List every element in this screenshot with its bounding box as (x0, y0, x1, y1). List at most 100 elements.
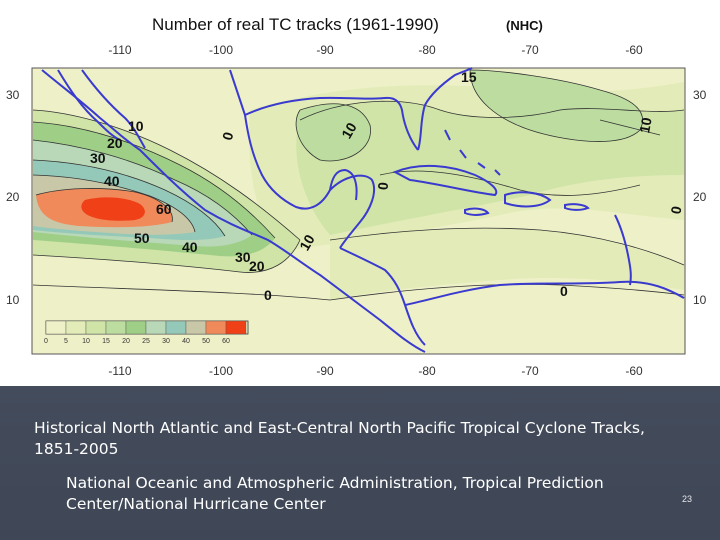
legend-swatch (145, 320, 167, 335)
map-title: Number of real TC tracks (1961-1990) (152, 15, 439, 34)
contour-line (32, 283, 685, 301)
lon-tick: -90 (316, 364, 334, 378)
map-panel: Number of real TC tracks (1961-1990) (NH… (0, 0, 720, 386)
contour-label: 10 (296, 232, 318, 254)
lat-axis-left: 30 20 10 (6, 88, 20, 307)
contour-line (599, 119, 661, 136)
gulf-core (296, 103, 371, 161)
lat-tick: 20 (6, 190, 20, 204)
lat-tick: 30 (6, 88, 20, 102)
legend-swatch (85, 320, 107, 335)
contour-label: 40 (182, 239, 198, 255)
color-legend: 0 5 10 15 20 25 30 40 50 60 (44, 320, 249, 345)
coastlines (41, 67, 685, 353)
contour-label: 0 (375, 181, 392, 190)
lon-tick: -110 (108, 364, 131, 378)
contour-line (32, 159, 226, 237)
contour-label: 10 (128, 118, 144, 134)
tc-track-density-map: Number of real TC tracks (1961-1990) (NH… (6, 15, 707, 378)
contour-label: 60 (156, 201, 172, 217)
lat-tick: 10 (6, 293, 20, 307)
contour-line (329, 227, 685, 266)
contour-label: 20 (249, 258, 265, 274)
lon-tick: -110 (108, 43, 131, 57)
usa-gulf-coast (244, 96, 419, 151)
contour-label: 20 (107, 135, 123, 151)
legend-tick: 10 (82, 338, 90, 345)
contour-line (32, 109, 301, 241)
atlantic-core (470, 70, 643, 142)
contour-line (32, 239, 301, 273)
contour-label: 0 (667, 205, 684, 216)
central-america-coast (339, 247, 426, 346)
cuba (392, 164, 498, 197)
legend-swatches (45, 320, 247, 335)
legend-ticks: 0 5 10 15 20 25 30 40 50 60 (44, 338, 230, 345)
density-fill (33, 70, 684, 300)
contour-label: 0 (560, 283, 568, 299)
legend-tick: 40 (182, 338, 190, 345)
yucatan (329, 174, 376, 249)
contour-label: 10 (636, 116, 654, 134)
legend-swatch (225, 320, 247, 335)
south-america-coast (404, 280, 685, 306)
caribbean-band (330, 228, 684, 300)
legend-tick: 60 (222, 338, 230, 345)
legend-tick: 20 (122, 338, 130, 345)
map-source-tag: (NHC) (506, 18, 543, 33)
bahamas (444, 129, 501, 176)
legend-swatch (45, 320, 67, 335)
baja-peninsula (57, 69, 121, 141)
contour-label: 40 (104, 173, 120, 189)
florida-east-coast (417, 67, 473, 151)
pacific-coast (41, 69, 426, 353)
lat-tick: 20 (693, 190, 707, 204)
legend-swatch (125, 320, 147, 335)
lon-tick: -80 (418, 43, 436, 57)
lon-tick: -70 (521, 43, 539, 57)
lon-tick: -80 (418, 364, 436, 378)
contour-line (32, 139, 253, 236)
contour-line (35, 188, 173, 223)
slide-caption: Historical North Atlantic and East-Centr… (34, 419, 645, 458)
pacific-band-7 (81, 197, 145, 221)
contour-label: 30 (235, 249, 251, 265)
lon-axis-top: -110 -100 -90 -80 -70 -60 (108, 43, 643, 57)
lon-tick: -60 (625, 43, 643, 57)
legend-swatch (105, 320, 127, 335)
lon-tick: -90 (316, 43, 334, 57)
lon-tick: -100 (209, 364, 233, 378)
lon-tick: -60 (625, 364, 643, 378)
hispaniola (504, 191, 552, 208)
legend-tick: 0 (44, 338, 48, 345)
lon-axis-bottom: -110 -100 -90 -80 -70 -60 (108, 364, 643, 378)
legend-swatch (165, 320, 187, 335)
contour-label: 0 (264, 287, 272, 303)
legend-tick: 25 (142, 338, 150, 345)
gulf-of-california (81, 69, 146, 149)
lat-tick: 10 (693, 293, 707, 307)
contour-label: 30 (90, 150, 106, 166)
contour-label: 0 (219, 130, 237, 142)
legend-tick: 5 (64, 338, 68, 345)
lon-tick: -70 (521, 364, 539, 378)
contour-line (295, 103, 371, 162)
legend-tick: 30 (162, 338, 170, 345)
contour-label: 10 (338, 120, 360, 142)
contour-line (32, 174, 196, 233)
contour-line (32, 121, 276, 239)
legend-swatch (185, 320, 207, 335)
page-number: 23 (681, 494, 692, 504)
legend-tick: 50 (202, 338, 210, 345)
contour-line (299, 100, 685, 121)
contour-lines (32, 69, 685, 301)
legend-swatch (205, 320, 227, 335)
contour-line (379, 170, 641, 196)
contour-label-group: 15 10 20 30 40 60 50 40 30 20 0 10 10 0 … (90, 69, 685, 303)
slide-source: National Oceanic and Atmospheric Adminis… (66, 474, 604, 513)
legend-swatch (65, 320, 87, 335)
lat-tick: 30 (693, 88, 707, 102)
legend-tick: 15 (102, 338, 110, 345)
lat-axis-right: 30 20 10 (693, 88, 707, 307)
puerto-rico (564, 203, 590, 211)
